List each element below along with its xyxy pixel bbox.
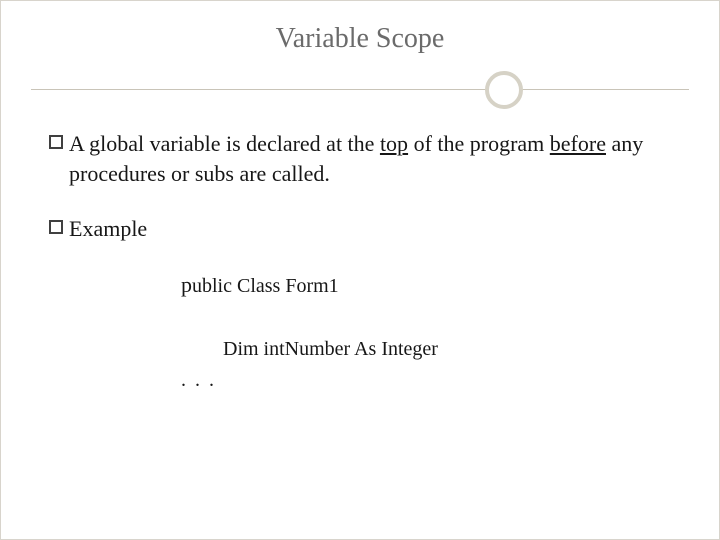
slide: Variable Scope A global variable is decl… xyxy=(0,0,720,540)
text-segment: A global variable is declared at the xyxy=(69,131,380,156)
bullet-text: A global variable is declared at the top… xyxy=(69,129,671,188)
underlined-text: top xyxy=(380,131,408,156)
square-bullet-icon xyxy=(49,135,63,149)
text-segment: ublic Class Form1 xyxy=(192,275,339,297)
bullet-text: Example xyxy=(69,214,671,244)
content-area: A global variable is declared at the top… xyxy=(1,111,719,394)
text-segment: p xyxy=(181,272,192,297)
divider-line xyxy=(31,89,689,90)
text-segment: Example xyxy=(69,216,147,241)
bullet-item: Example xyxy=(49,214,671,244)
code-line: Dim intNumber As Integer xyxy=(223,336,671,363)
page-title: Variable Scope xyxy=(1,1,719,65)
code-line: public Class Form1 xyxy=(181,270,671,300)
square-bullet-icon xyxy=(49,220,63,234)
code-line: . . . xyxy=(181,367,671,394)
text-segment: of the program xyxy=(408,131,550,156)
underlined-text: before xyxy=(550,131,606,156)
title-divider xyxy=(1,71,719,111)
divider-circle-icon xyxy=(485,71,523,109)
bullet-item: A global variable is declared at the top… xyxy=(49,129,671,188)
code-example: public Class Form1 Dim intNumber As Inte… xyxy=(181,270,671,394)
